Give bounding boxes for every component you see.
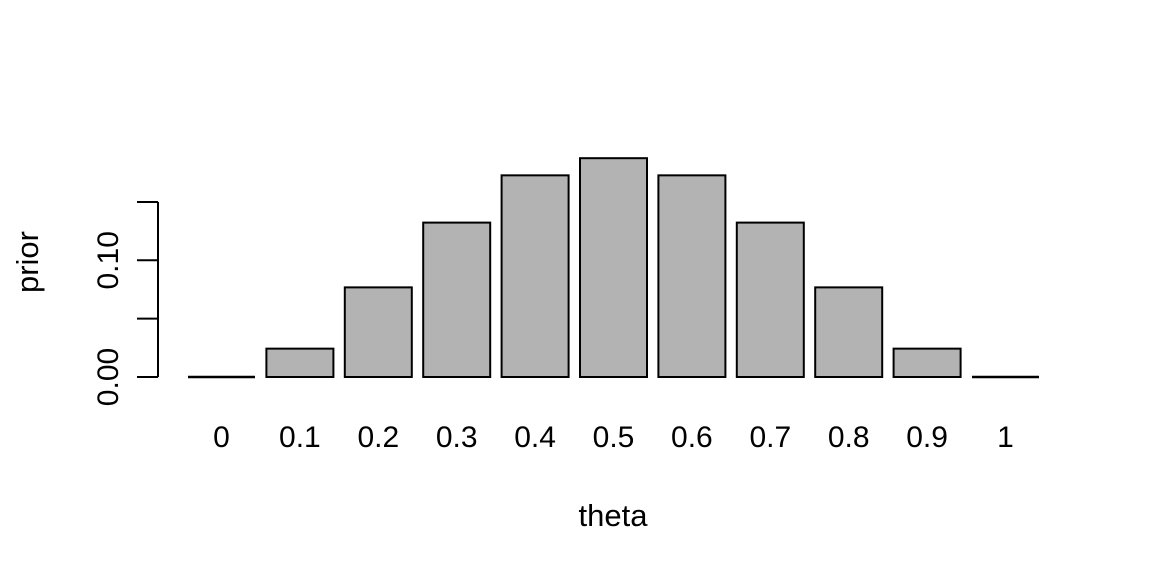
bar-0.4 bbox=[500, 174, 570, 378]
y-axis: 0.00 0.10 bbox=[92, 200, 159, 406]
bar-0.8 bbox=[814, 286, 884, 378]
bar-0.9 bbox=[892, 347, 962, 379]
y-tick-label-0.00: 0.00 bbox=[92, 348, 125, 406]
x-tick-label-0.7: 0.7 bbox=[749, 421, 791, 454]
x-tick-label-0.6: 0.6 bbox=[671, 421, 713, 454]
bar-0.1 bbox=[265, 347, 335, 379]
x-tick-label-0.9: 0.9 bbox=[906, 421, 948, 454]
bar-0.3 bbox=[422, 221, 492, 378]
bar-0.2 bbox=[343, 286, 413, 378]
x-tick-label-0.5: 0.5 bbox=[593, 421, 635, 454]
x-tick-label-0.1: 0.1 bbox=[279, 421, 321, 454]
x-axis-tick-labels: 0 0.1 0.2 0.3 0.4 0.5 0.6 0.7 0.8 0.9 1 bbox=[213, 421, 1014, 454]
x-tick-label-1: 1 bbox=[997, 421, 1014, 454]
bars-group bbox=[188, 157, 1039, 379]
x-tick-label-0.8: 0.8 bbox=[828, 421, 870, 454]
bar-0.6 bbox=[657, 174, 727, 378]
x-tick-label-0: 0 bbox=[213, 421, 230, 454]
y-axis-title: prior bbox=[10, 231, 45, 293]
y-tick-label-0.10: 0.10 bbox=[92, 231, 125, 289]
x-axis-title: theta bbox=[579, 498, 649, 533]
x-tick-label-0.2: 0.2 bbox=[357, 421, 399, 454]
bar-0.5 bbox=[579, 157, 648, 378]
x-tick-label-0.4: 0.4 bbox=[514, 421, 556, 454]
x-tick-label-0.3: 0.3 bbox=[436, 421, 478, 454]
bar-0.7 bbox=[735, 221, 805, 378]
